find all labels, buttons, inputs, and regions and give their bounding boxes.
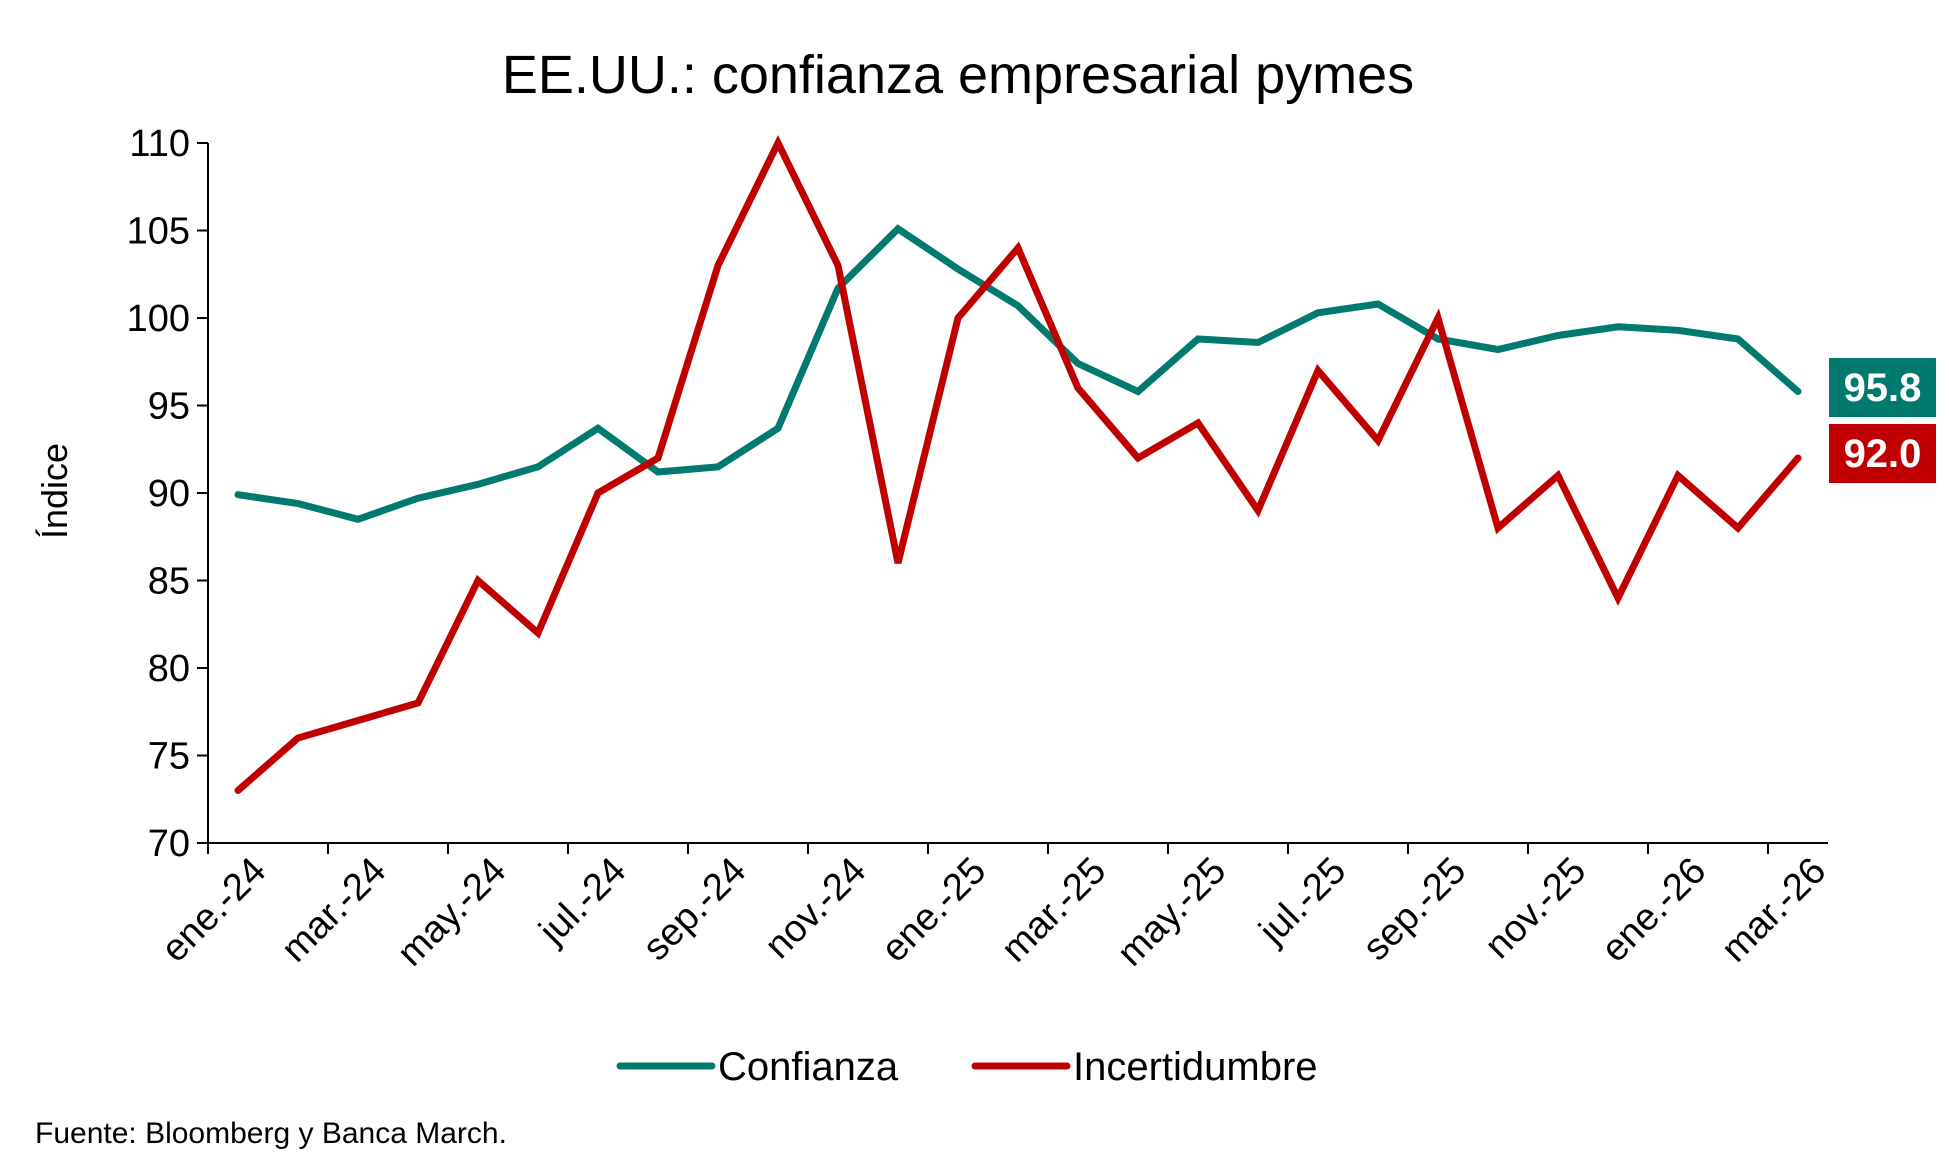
y-axis-label: Índice [34,443,75,539]
y-tick-label: 75 [148,736,190,778]
y-tick-label: 95 [148,386,190,428]
x-tick-label: jul.-24 [531,850,635,954]
x-tick-label: mar.-25 [994,850,1115,971]
x-tick-label: may.-24 [390,850,515,975]
x-tick-label: nov.-24 [757,850,874,967]
x-tick-label: jul.-25 [1251,850,1355,954]
x-tick-label: sep.-24 [635,850,754,969]
legend-label-incertidumbre: Incertidumbre [1073,1045,1318,1089]
source-note: Fuente: Bloomberg y Banca March. [35,1117,507,1150]
y-tick-label: 105 [127,211,190,253]
x-tick-label: sep.-25 [1355,850,1474,969]
series-line-incertidumbre [234,135,1802,794]
y-tick-label: 100 [127,298,190,340]
legend-label-confianza: Confianza [718,1045,899,1089]
x-tick-label: ene.-25 [874,850,995,971]
y-tick-label: 80 [148,648,190,690]
x-tick-label: ene.-26 [1594,850,1715,971]
end-label-incertidumbre: 92.0 [1844,432,1922,476]
chart-title: EE.UU.: confianza empresarial pymes [502,45,1414,105]
end-value-labels: 95.8 92.0 [1829,358,1936,483]
end-label-box-incertidumbre [1829,424,1936,483]
y-tick-label: 110 [129,123,190,165]
end-label-confianza: 95.8 [1844,366,1922,410]
x-tick-label: mar.-26 [1714,850,1835,971]
x-tick-label: may.-25 [1110,850,1235,975]
y-tick-label: 90 [148,473,190,515]
series-line-confianza [234,224,1802,523]
x-tick-label: nov.-25 [1477,850,1594,967]
x-tick-label: mar.-24 [274,850,395,971]
y-tick-label: 85 [148,561,190,603]
x-tick-label: ene.-24 [154,850,275,971]
y-axis-ticks: 70 75 80 85 90 95 100 105 110 [127,123,208,865]
end-label-box-confianza [1829,358,1936,417]
series-lines [234,135,1802,794]
legend: Confianza Incertidumbre [616,1045,1318,1089]
y-tick-label: 70 [148,823,190,865]
